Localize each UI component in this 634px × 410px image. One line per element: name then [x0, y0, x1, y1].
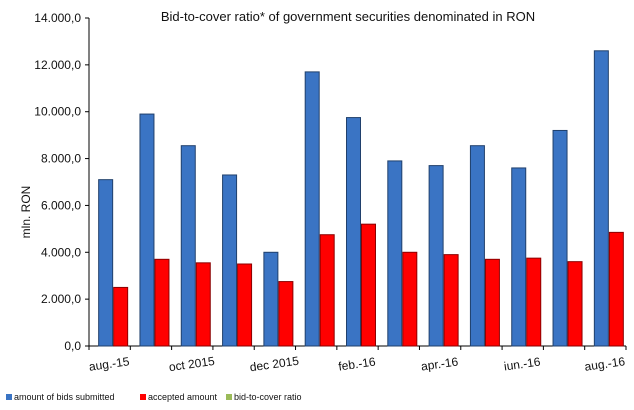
- bar-accepted-amount: [526, 257, 542, 347]
- bar-accepted-amount: [237, 263, 253, 347]
- bar-amount-of-bids-submitted: [222, 174, 238, 347]
- bar-accepted-amount: [278, 281, 294, 347]
- bar-amount-of-bids-submitted: [593, 50, 609, 347]
- bar-accepted-amount: [154, 258, 170, 347]
- y-tick-label: 8.000,0: [41, 152, 81, 166]
- bar-accepted-amount: [195, 262, 211, 347]
- x-tick-label: aug.-16: [584, 354, 627, 374]
- x-tick-label: aug.-15: [88, 354, 131, 374]
- y-tick-label: 14.000,0: [34, 11, 81, 25]
- plot-area: 0,0 2.000,0 4.000,0 6.000,0 8.000,0 10.000,0 1…: [34, 11, 627, 375]
- bar-amount-of-bids-submitted: [263, 251, 279, 347]
- bar-amount-of-bids-submitted: [98, 179, 114, 347]
- y-tick-label: 2.000,0: [41, 292, 81, 306]
- x-tick-label: oct 2015: [168, 354, 216, 374]
- bar-amount-of-bids-submitted: [180, 145, 196, 347]
- bar-amount-of-bids-submitted: [511, 167, 527, 347]
- x-tick-label: iun.-16: [503, 355, 542, 374]
- y-axis-label: mln. RON: [19, 186, 33, 239]
- legend-label: amount of bids submitted: [14, 392, 115, 402]
- y-tick-label: 4.000,0: [41, 245, 81, 259]
- bar-accepted-amount: [608, 231, 624, 347]
- bar-amount-of-bids-submitted: [552, 129, 568, 347]
- legend-swatch: [226, 394, 232, 400]
- y-tick-label: 0,0: [64, 339, 81, 353]
- bar-amount-of-bids-submitted: [346, 117, 361, 347]
- bar-amount-of-bids-submitted: [139, 113, 155, 347]
- bar-accepted-amount: [402, 251, 418, 347]
- legend-label: accepted amount: [148, 392, 218, 402]
- bar-accepted-amount: [113, 286, 129, 347]
- y-tick-label: 12.000,0: [34, 58, 81, 72]
- legend-swatch: [140, 394, 146, 400]
- x-tick-label: dec 2015: [249, 354, 300, 375]
- bar-accepted-amount: [443, 254, 459, 347]
- bar-amount-of-bids-submitted: [469, 145, 485, 347]
- legend-swatch: [6, 394, 12, 400]
- bar-accepted-amount: [484, 258, 500, 347]
- y-tick-label: 10.000,0: [34, 105, 81, 119]
- bar-amount-of-bids-submitted: [387, 160, 403, 347]
- x-tick-label: apr.-16: [420, 354, 459, 373]
- bar-accepted-amount: [361, 223, 376, 347]
- bar-amount-of-bids-submitted: [428, 165, 444, 347]
- bar-accepted-amount: [567, 261, 583, 347]
- bar-accepted-amount: [319, 234, 335, 347]
- legend-label: bid-to-cover ratio: [234, 392, 302, 402]
- y-tick-label: 6.000,0: [41, 198, 81, 212]
- x-tick-label: feb.-16: [337, 354, 376, 373]
- bar-amount-of-bids-submitted: [304, 71, 320, 347]
- legend: amount of bids submitted accepted amount b…: [6, 392, 302, 402]
- chart-title: Bid-to-cover ratio* of government securi…: [161, 9, 535, 24]
